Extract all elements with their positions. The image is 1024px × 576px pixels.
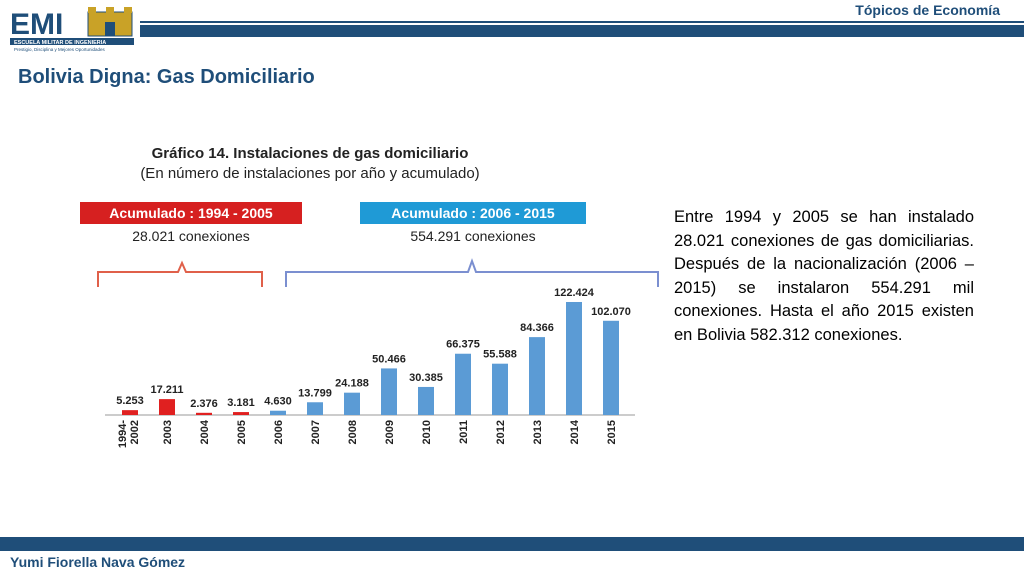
bar-value-label-3: 3.181: [227, 397, 255, 409]
x-tick-label-6: 2008: [347, 420, 359, 444]
bar-0: [122, 410, 138, 415]
bar-5: [307, 402, 323, 415]
emi-logo-graphic: EMI ESCUELA MILITAR DE INGENIERIA Presti…: [10, 7, 134, 52]
bar-value-label-13: 102.070: [591, 306, 631, 318]
bar-value-label-10: 55.588: [483, 349, 517, 361]
bar-value-label-5: 13.799: [298, 387, 332, 399]
author-name: Yumi Fiorella Nava Gómez: [10, 554, 186, 570]
bar-value-label-6: 24.188: [335, 378, 369, 390]
x-tick-label-13: 2015: [606, 420, 618, 444]
x-tick-label-2: 2004: [199, 419, 211, 444]
logo-tagline: Prestigio, Disciplina y Mejores Oportuni…: [14, 47, 106, 52]
x-tick-label-3: 2005: [236, 420, 248, 444]
header-thin-bar: [140, 21, 1024, 23]
chart-title: Gráfico 14. Instalaciones de gas domicil…: [151, 145, 469, 162]
x-tick-label-11: 2013: [532, 420, 544, 444]
castle-icon: [87, 7, 133, 37]
x-tick-label-0: 1994-2002: [117, 420, 141, 448]
x-tick-label-1: 2003: [162, 420, 174, 444]
bar-3: [233, 412, 249, 415]
chart-area: Gráfico 14. Instalaciones de gas domicil…: [60, 135, 660, 465]
x-tick-label-9: 2011: [458, 420, 470, 444]
group-total-2: 554.291 conexiones: [410, 228, 536, 244]
bar-4: [270, 410, 286, 415]
emi-logo: EMI ESCUELA MILITAR DE INGENIERIA Presti…: [8, 4, 136, 52]
body-text: Entre 1994 y 2005 se han instalado 28.02…: [674, 208, 974, 344]
bar-value-label-1: 17.211: [150, 384, 183, 396]
bar-value-label-9: 66.375: [446, 339, 480, 351]
bar-7: [381, 368, 397, 415]
bar-9: [455, 353, 471, 415]
bar-2: [196, 412, 212, 415]
x-tick-label-8: 2010: [421, 420, 433, 444]
bar-value-label-12: 122.424: [554, 287, 595, 299]
bar-6: [344, 392, 360, 415]
group-box-1: Acumulado : 1994 - 2005: [80, 202, 302, 224]
bracket-2: [285, 258, 659, 287]
bar-11: [529, 337, 545, 415]
bar-value-label-0: 5.253: [116, 395, 144, 407]
bar-value-label-8: 30.385: [409, 372, 443, 384]
bar-13: [603, 320, 619, 415]
bar-chart: 5.253 1994-2002 17.211 2003 2.376 2004 3.181 20…: [97, 258, 659, 448]
bar-1: [159, 399, 175, 415]
footer-bar: [0, 537, 1024, 551]
topic-label: Tópicos de Economía: [855, 2, 1000, 18]
x-tick-label-5: 2007: [310, 420, 322, 444]
group-total-1: 28.021 conexiones: [132, 228, 250, 244]
bar-value-label-2: 2.376: [190, 398, 218, 410]
bar-12: [566, 301, 582, 415]
bar-10: [492, 363, 508, 415]
chart-subtitle: (En número de instalaciones por año y ac…: [140, 165, 480, 182]
x-tick-label-7: 2009: [384, 420, 396, 444]
group-box-2: Acumulado : 2006 - 2015: [360, 202, 586, 224]
bar-value-label-11: 84.366: [520, 322, 554, 334]
bar-8: [418, 386, 434, 415]
x-tick-label-10: 2012: [495, 420, 507, 444]
logo-subtitle: ESCUELA MILITAR DE INGENIERIA: [14, 40, 106, 46]
logo-text: EMI: [10, 8, 63, 41]
header-bar: [140, 25, 1024, 37]
x-tick-label-12: 2014: [569, 419, 581, 444]
bar-value-label-4: 4.630: [264, 396, 292, 408]
slide-title: Bolivia Digna: Gas Domiciliario: [18, 66, 315, 88]
bar-value-label-7: 50.466: [372, 353, 406, 365]
x-tick-label-4: 2006: [273, 420, 285, 444]
bracket-1: [97, 260, 263, 287]
